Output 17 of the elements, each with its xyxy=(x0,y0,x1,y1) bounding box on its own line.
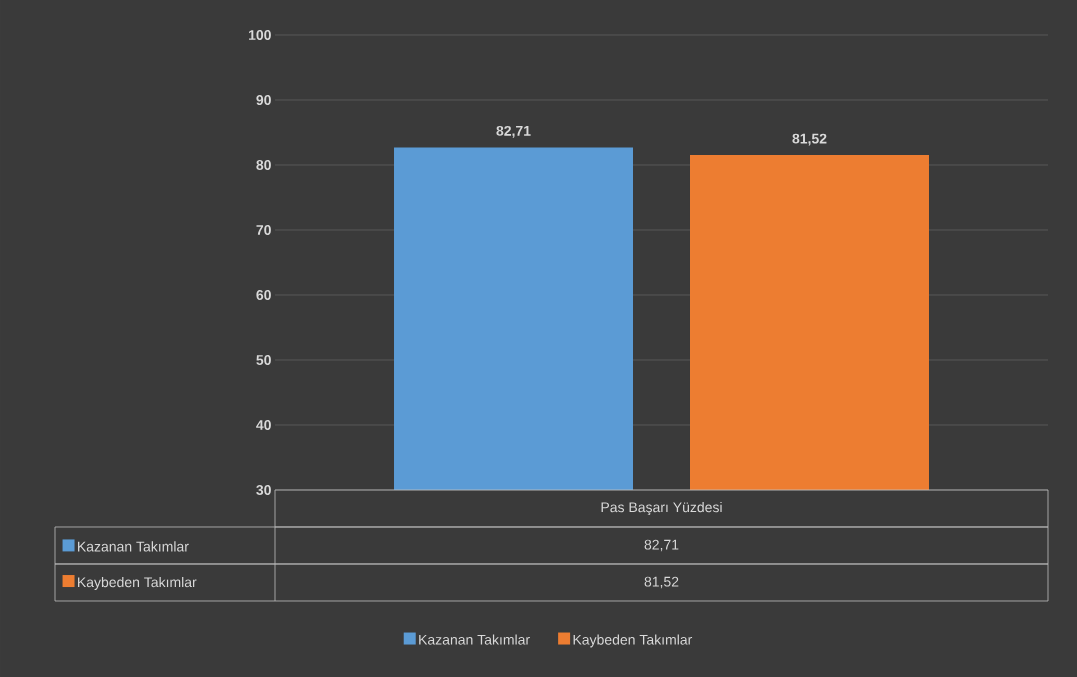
legend-label: Kaybeden Takımlar xyxy=(573,634,693,648)
text: Kazanan Takımlar xyxy=(78,541,189,552)
y-tick-label: 40 xyxy=(256,420,271,430)
y-tick-label: 90 xyxy=(256,95,271,105)
y-tick-label: 70 xyxy=(256,225,271,235)
y-tick-label: 50 xyxy=(256,355,271,365)
y-tick-label: 60 xyxy=(256,290,271,300)
legend-label: Kazanan Takımlar xyxy=(419,634,530,645)
text: 81,52 xyxy=(644,576,679,589)
y-tick-label: 100 xyxy=(248,30,271,40)
y-tick-label: 30 xyxy=(256,485,271,495)
data-label: 82,71 xyxy=(496,125,531,138)
y-tick-label: 80 xyxy=(256,160,271,170)
x-tick-label: Pas Başarı Yüzdesi xyxy=(601,501,722,516)
text: 82,71 xyxy=(644,539,679,552)
data-label: 81,52 xyxy=(792,133,827,146)
text: Kaybeden Takımlar xyxy=(78,576,197,590)
